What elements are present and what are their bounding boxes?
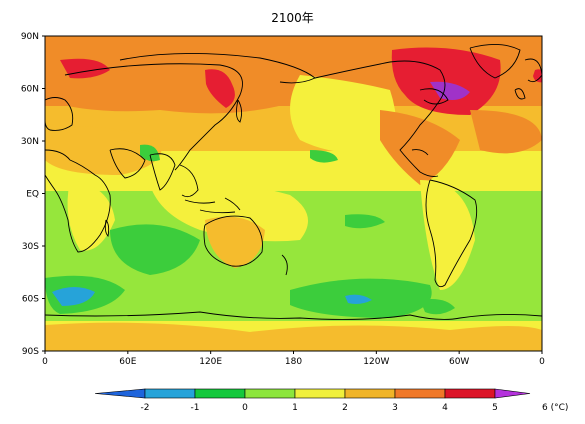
- lat-label: 90N: [21, 32, 39, 42]
- region-canada-purple: [430, 81, 470, 100]
- region-drake-green: [420, 299, 455, 315]
- coast-japan: [235, 99, 243, 123]
- colorbar: -2 -1 0 1 2 3 4 5 6 (°C): [94, 388, 568, 413]
- region-samerica-yellow: [420, 180, 475, 290]
- lon-label: 180: [285, 357, 302, 367]
- colorbar-label: 5: [492, 403, 498, 413]
- region-namerica-orange: [380, 110, 460, 185]
- colorbar-label: 2: [342, 403, 348, 413]
- coast-samerica: [425, 179, 478, 288]
- coast-asia: [64, 63, 243, 171]
- coast-greenland: [469, 44, 521, 79]
- lat-label: 30N: [21, 137, 39, 147]
- lon-label: 60E: [119, 357, 136, 367]
- colorbar-swatch: [244, 388, 296, 399]
- lon-label: 120E: [199, 357, 222, 367]
- region-australia-yellow: [205, 216, 265, 268]
- region-africa-yellow: [67, 180, 115, 251]
- coastlines: [45, 44, 542, 320]
- colorbar-label: 4: [442, 403, 448, 413]
- region-canada-hot: [391, 47, 501, 115]
- coast-nz: [281, 254, 288, 276]
- coast-uk: [514, 88, 526, 100]
- colorbar-arrow-left: [94, 388, 146, 399]
- colorbar-swatch: [394, 388, 446, 399]
- coast-cuba: [411, 149, 429, 156]
- region-siberia-warm: [45, 48, 300, 114]
- lat-label: 60S: [22, 295, 39, 305]
- coast-siberia: [119, 53, 316, 84]
- coast-scandinavia: [524, 58, 542, 83]
- coast-africa: [45, 149, 111, 253]
- region-pacific-green-s: [345, 214, 385, 229]
- colorbar-label: 1: [292, 403, 298, 413]
- lat-label: 90S: [22, 347, 39, 357]
- region-antarctic-orange: [45, 322, 542, 351]
- colorbar-swatch: [444, 388, 496, 399]
- colorbar-label: 0: [242, 403, 248, 413]
- lon-label: 120W: [363, 357, 389, 367]
- temperature-field: [45, 36, 542, 351]
- lat-label: EQ: [26, 190, 39, 200]
- coast-madagascar: [104, 219, 110, 237]
- coast-india: [149, 153, 176, 191]
- longitude-axis: 0 60E 120E 180 120W 60W 0: [42, 351, 545, 367]
- colorbar-label: 6 (°C): [542, 403, 568, 413]
- map-title: 2100年: [271, 11, 314, 25]
- lon-label: 0: [42, 357, 48, 367]
- lat-label: 60N: [21, 85, 39, 95]
- coast-antarctica: [45, 311, 542, 320]
- region-so-cold-2: [345, 294, 372, 304]
- coast-indonesia: [184, 197, 241, 214]
- colorbar-swatch: [194, 388, 246, 399]
- lon-label: 0: [539, 357, 545, 367]
- coast-australia: [203, 215, 263, 267]
- colorbar-label: -2: [141, 403, 150, 413]
- colorbar-swatch: [344, 388, 396, 399]
- region-indian-ocean-green: [110, 224, 200, 275]
- coast-hudson: [419, 88, 449, 105]
- region-eastasia-hot: [205, 69, 235, 108]
- coast-indochina: [179, 164, 199, 198]
- region-so-cold-1: [52, 287, 95, 306]
- lon-label: 60W: [449, 357, 469, 367]
- region-sahara-orange: [45, 126, 162, 175]
- colorbar-swatch: [294, 388, 346, 399]
- colorbar-arrow-right: [494, 388, 531, 399]
- coast-arabia: [109, 148, 146, 179]
- region-natlantic-orange: [470, 110, 542, 154]
- coast-namerica: [314, 60, 446, 177]
- colorbar-swatch: [144, 388, 196, 399]
- colorbar-label: 3: [392, 403, 398, 413]
- coast-europe: [45, 97, 74, 131]
- lat-label: 30S: [22, 242, 39, 252]
- region-arabia-green: [140, 144, 160, 162]
- region-npacific-yellow: [290, 75, 397, 154]
- region-europe-hot: [533, 69, 542, 83]
- region-pacific-green-eq: [310, 150, 338, 163]
- latitude-axis: 90N 60N 30N EQ 30S 60S 90S: [21, 32, 45, 357]
- colorbar-label: -1: [191, 403, 200, 413]
